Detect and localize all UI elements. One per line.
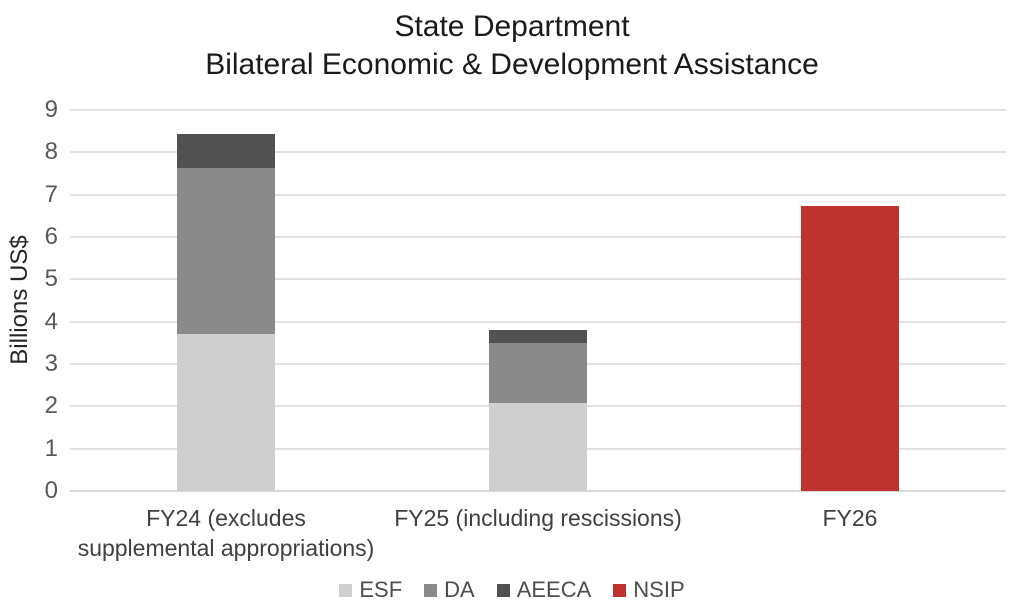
y-tick-label-4: 4 bbox=[44, 307, 58, 335]
category-label-2: FY25 (including rescissions) bbox=[348, 503, 728, 533]
chart-title-line-1: State Department bbox=[394, 10, 630, 43]
legend-label-nsip: NSIP bbox=[633, 577, 685, 602]
category-label-3: FY26 bbox=[660, 503, 1024, 533]
legend: ESF DA AEECA NSIP bbox=[0, 577, 1024, 603]
gridline-y-7 bbox=[70, 193, 1006, 196]
legend-swatch-nsip bbox=[613, 583, 627, 597]
bar-segment-esf-category-2 bbox=[489, 403, 587, 491]
y-tick-label-1: 1 bbox=[44, 434, 58, 462]
legend-item-da: DA bbox=[424, 577, 475, 603]
bar-segment-nsip-category-3 bbox=[801, 206, 899, 491]
y-tick-label-7: 7 bbox=[44, 180, 58, 208]
legend-item-nsip: NSIP bbox=[613, 577, 685, 603]
gridline-y-8 bbox=[70, 151, 1006, 154]
y-tick-label-6: 6 bbox=[44, 223, 58, 250]
bar-segment-da-category-2 bbox=[489, 342, 587, 404]
category-label-line: FY25 (including rescissions) bbox=[394, 505, 682, 531]
category-label-line: supplemental appropriations) bbox=[77, 535, 375, 561]
legend-label-da: DA bbox=[444, 577, 475, 602]
bar-segment-da-category-1 bbox=[177, 167, 275, 334]
legend-item-esf: ESF bbox=[339, 577, 402, 603]
gridline-y-9 bbox=[70, 109, 1006, 111]
y-tick-label-5: 5 bbox=[44, 265, 58, 293]
y-tick-label-8: 8 bbox=[44, 138, 58, 166]
chart-title: State Department Bilateral Economic & De… bbox=[0, 8, 1024, 84]
legend-label-esf: ESF bbox=[359, 577, 403, 602]
bar-segment-aeeca-category-2 bbox=[489, 329, 587, 343]
y-tick-label-0: 0 bbox=[44, 477, 58, 504]
legend-swatch-aeeca bbox=[496, 583, 510, 597]
gridline-y-5 bbox=[70, 278, 1006, 281]
bar-segment-aeeca-category-1 bbox=[177, 133, 275, 168]
y-tick-label-9: 9 bbox=[44, 96, 58, 123]
category-label-line: FY24 (excludes bbox=[146, 505, 306, 531]
legend-swatch-da bbox=[424, 583, 438, 597]
legend-swatch-esf bbox=[339, 583, 353, 597]
gridline-y-0 bbox=[70, 490, 1006, 492]
gridline-y-4 bbox=[70, 320, 1006, 323]
plot-area bbox=[70, 109, 1006, 492]
y-tick-label-3: 3 bbox=[44, 350, 58, 377]
gridline-y-6 bbox=[70, 236, 1006, 238]
y-axis-title: Billions US$ bbox=[6, 235, 33, 365]
bar-segment-esf-category-1 bbox=[177, 333, 275, 491]
category-label-1: FY24 (excludes supplemental appropriation… bbox=[36, 503, 416, 563]
legend-label-aeeca: AEECA bbox=[516, 577, 592, 602]
y-tick-label-2: 2 bbox=[44, 392, 58, 420]
category-label-line: FY26 bbox=[822, 505, 878, 531]
legend-item-aeeca: AEECA bbox=[496, 577, 592, 603]
chart-title-line-2: Bilateral Economic & Development Assista… bbox=[205, 48, 819, 81]
